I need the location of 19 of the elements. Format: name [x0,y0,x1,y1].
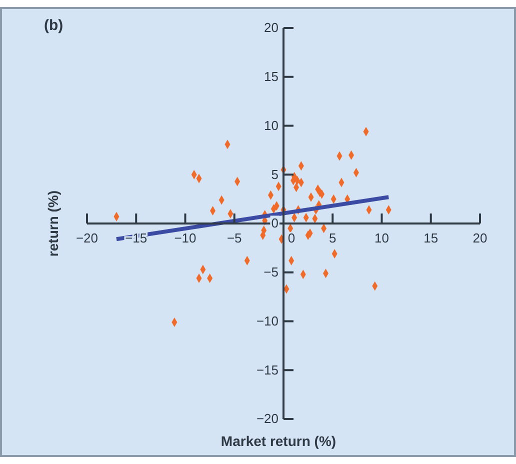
y-tick-label: −5 [264,264,278,280]
y-tick-label: 20 [264,20,278,36]
y-tick-label: −10 [256,313,278,328]
x-tick-label: 20 [472,230,488,246]
y-tick-label: −20 [256,411,278,426]
x-tick-label: 0 [288,230,296,246]
x-tick-label: 10 [374,230,389,246]
x-tick-label: −5 [226,230,242,246]
y-tick-label: 5 [271,166,278,182]
y-axis-title: return (%) [45,190,61,257]
chart-title: (b) [44,17,64,34]
y-tick-label: 15 [264,69,278,84]
y-tick-label: 10 [264,118,278,133]
x-tick-label: 5 [329,230,336,246]
y-tick-label: −15 [256,362,278,378]
x-tick-label: −10 [174,230,196,246]
x-tick-label: 15 [424,230,438,246]
x-axis-title: Market return (%) [220,433,336,449]
x-tick-label: −20 [76,230,98,246]
